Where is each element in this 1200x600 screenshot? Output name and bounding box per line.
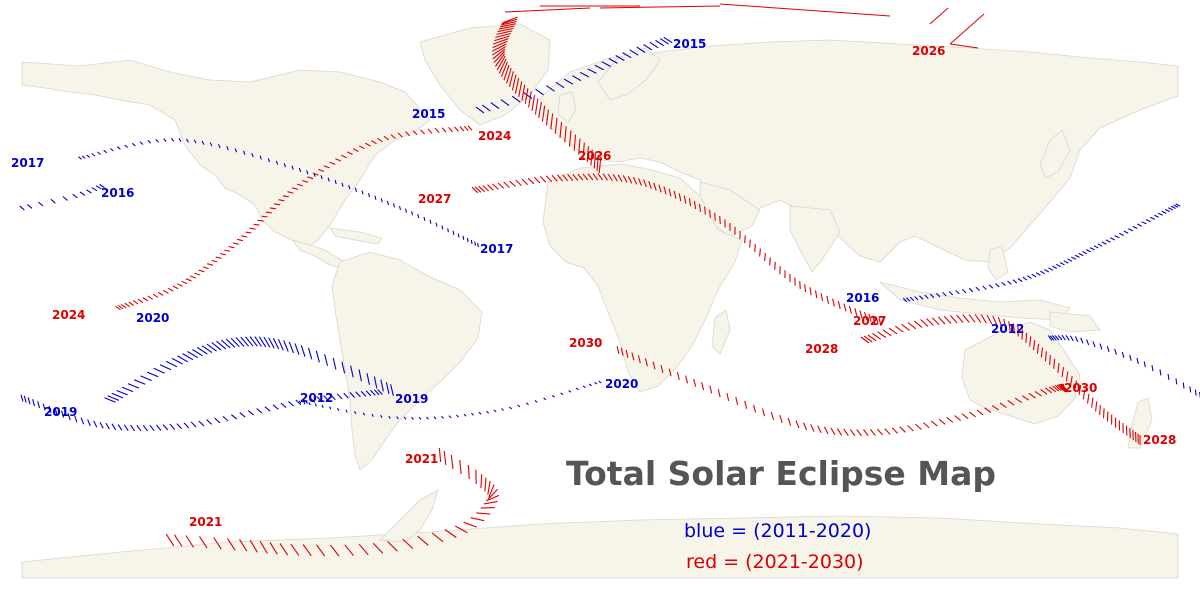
eclipse-path-2020	[298, 380, 602, 420]
land-central-america	[290, 239, 346, 269]
land-new-zealand	[1127, 397, 1153, 449]
land-australia	[961, 321, 1081, 425]
eclipse-path-2021	[165, 447, 500, 557]
eclipse-label-2012-start: 2012	[991, 322, 1024, 336]
land-antarctic-peninsula	[379, 489, 439, 543]
eclipse-label-2027-end: 2027	[853, 314, 886, 328]
land-japan	[1039, 129, 1071, 179]
eclipse-label-2016-start: 2016	[846, 291, 879, 305]
eclipse-label-2012-end: 2012	[300, 391, 333, 405]
eclipse-label-2026-start: 2026	[578, 149, 611, 163]
eclipse-labels: 2012 2012 2015 2015 2016 2016 2017 2017 2019 2019…	[11, 37, 1176, 529]
eclipse-label-2017-start: 2017	[11, 156, 44, 170]
land-caribbean	[329, 227, 383, 245]
map-title: Total Solar Eclipse Map	[566, 454, 997, 493]
eclipse-path-2012	[1047, 334, 1200, 399]
eclipse-label-2030-end: 2030	[1064, 381, 1097, 395]
eclipse-label-2028-start: 2028	[805, 342, 838, 356]
eclipse-label-2021-end: 2021	[189, 515, 222, 529]
land-masses	[21, 23, 1179, 579]
land-new-guinea	[1049, 311, 1101, 333]
eclipse-label-2021-start: 2021	[405, 452, 438, 466]
eclipse-label-2020-end: 2020	[605, 377, 638, 391]
eclipse-label-2015-start: 2015	[412, 107, 445, 121]
land-uk	[557, 91, 577, 123]
land-south-america	[331, 251, 483, 471]
eclipse-label-2027-start: 2027	[418, 192, 451, 206]
eclipse-path-2019-b	[104, 336, 394, 403]
eclipse-label-2019-start: 2019	[44, 405, 77, 419]
land-scandinavia	[597, 47, 661, 101]
eclipse-label-2024-end: 2024	[478, 129, 511, 143]
eclipse-paths	[19, 3, 1200, 557]
legend-blue: blue = (2011-2020)	[684, 520, 872, 542]
eclipse-label-2026-end: 2026	[912, 44, 945, 58]
eclipse-label-2020-start: 2020	[136, 311, 169, 325]
eclipse-path-2016-c	[19, 183, 105, 211]
land-indonesia	[879, 281, 1071, 321]
land-antarctica	[21, 515, 1179, 579]
land-eurasia	[539, 39, 1179, 263]
eclipse-path-2028	[860, 314, 1141, 445]
land-india	[789, 205, 841, 273]
eclipse-path-2026	[491, 16, 602, 174]
land-madagascar	[711, 309, 731, 355]
eclipse-label-2016-end: 2016	[101, 186, 134, 200]
land-north-america	[21, 59, 431, 251]
eclipse-path-2017	[78, 137, 479, 248]
land-philippines	[987, 245, 1009, 281]
eclipse-label-2019-end: 2019	[395, 392, 428, 406]
eclipse-path-2019	[20, 389, 383, 432]
eclipse-label-2015-end: 2015	[673, 37, 706, 51]
land-africa	[542, 163, 743, 393]
eclipse-path-2027	[471, 173, 882, 327]
eclipse-label-2030-start: 2030	[569, 336, 602, 350]
eclipse-path-2030	[616, 345, 1069, 437]
legend-red: red = (2021-2030)	[686, 551, 864, 573]
eclipse-label-2024-start: 2024	[52, 308, 85, 322]
eclipse-path-2024	[115, 125, 473, 311]
eclipse-label-2017-end: 2017	[480, 242, 513, 256]
eclipse-path-2016	[902, 203, 1181, 303]
eclipse-label-2028-end: 2028	[1143, 433, 1176, 447]
eclipse-path-2026-arctic	[504, 3, 985, 49]
